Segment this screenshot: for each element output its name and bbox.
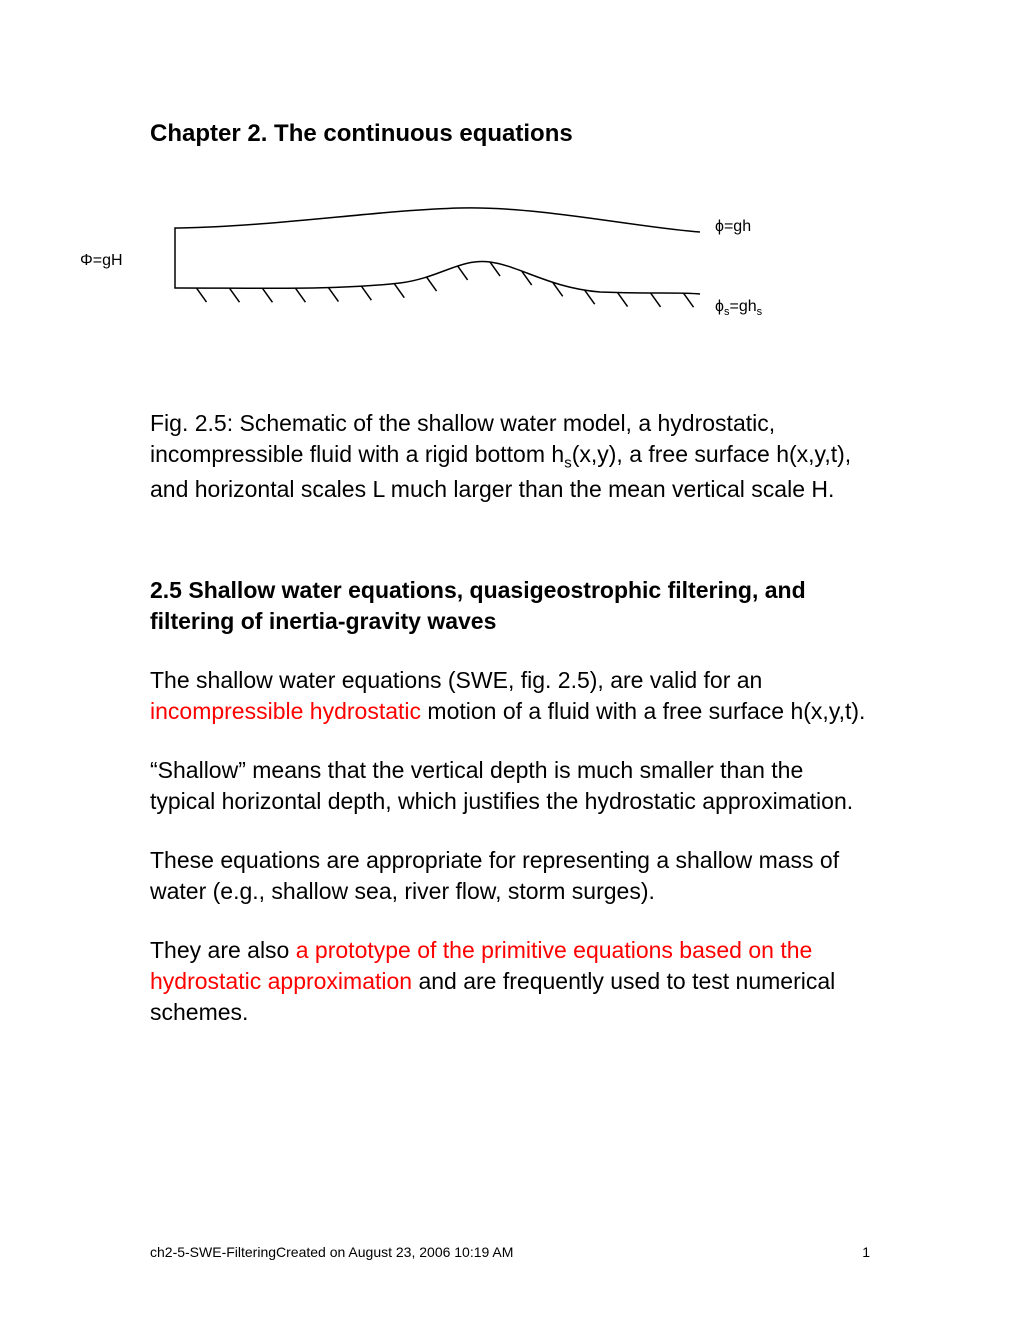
- page-footer: ch2-5-SWE-FilteringCreated on August 23,…: [150, 1244, 870, 1260]
- paragraph-1: The shallow water equations (SWE, fig. 2…: [150, 665, 870, 727]
- diagram-label-top: ϕ=gh: [715, 218, 751, 236]
- footer-left: ch2-5-SWE-FilteringCreated on August 23,…: [150, 1244, 513, 1260]
- p4-a: They are also: [150, 937, 296, 963]
- diagram-svg: [80, 188, 800, 358]
- diagram-label-bottom: ϕs=ghs: [715, 298, 762, 318]
- chapter-title: Chapter 2. The continuous equations: [150, 120, 870, 148]
- diagram-label-bottom-sub2: s: [757, 306, 763, 318]
- diagram-label-bottom-pre: ϕ: [715, 298, 724, 315]
- section-heading: 2.5 Shallow water equations, quasigeostr…: [150, 575, 870, 637]
- paragraph-4: They are also a prototype of the primiti…: [150, 935, 870, 1028]
- page: Chapter 2. The continuous equations Φ=gH…: [0, 0, 1020, 1320]
- diagram-label-left: Φ=gH: [80, 252, 123, 270]
- p1-a: The shallow water equations (SWE, fig. 2…: [150, 667, 762, 693]
- figcaption-sub: s: [564, 455, 572, 472]
- paragraph-2: “Shallow” means that the vertical depth …: [150, 755, 870, 817]
- paragraph-3: These equations are appropriate for repr…: [150, 845, 870, 907]
- p1-b: motion of a fluid with a free surface h(…: [421, 698, 865, 724]
- p1-highlight: incompressible hydrostatic: [150, 698, 421, 724]
- figure-caption: Fig. 2.5: Schematic of the shallow water…: [150, 408, 870, 505]
- footer-page-number: 1: [862, 1244, 870, 1260]
- shallow-water-diagram: Φ=gH ϕ=gh ϕs=ghs: [80, 188, 800, 358]
- diagram-label-bottom-mid: =gh: [729, 298, 756, 315]
